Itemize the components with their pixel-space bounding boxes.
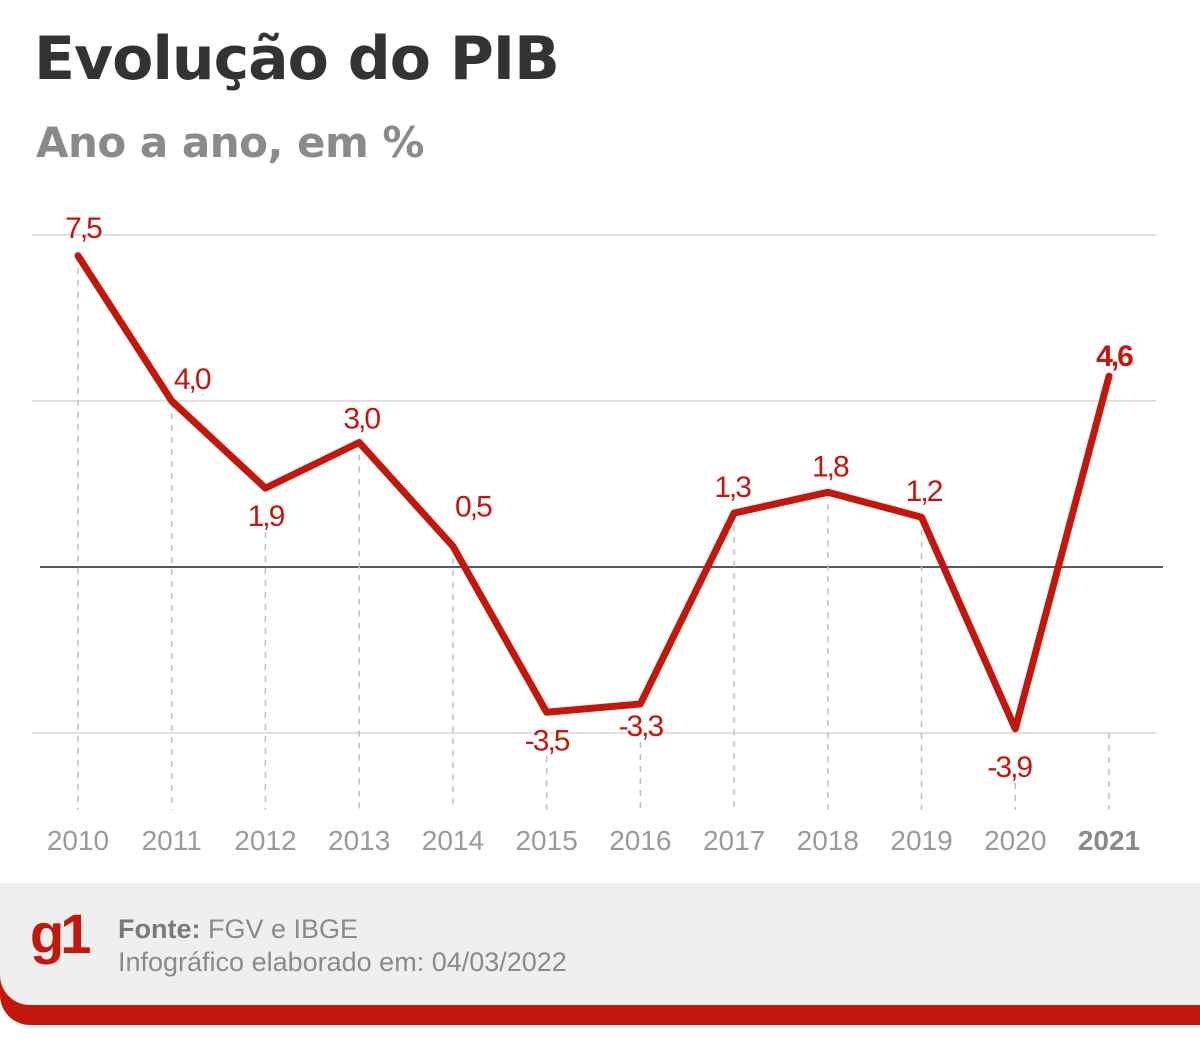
- x-tick-label: 2017: [703, 825, 765, 856]
- source-value: FGV e IBGE: [208, 914, 359, 944]
- x-tick-label: 2010: [47, 825, 109, 856]
- data-label: 3,0: [343, 403, 380, 436]
- data-label: 1,3: [714, 471, 751, 504]
- x-tick-label: 2014: [422, 825, 484, 856]
- x-tick-label: 2019: [890, 825, 952, 856]
- chart-title: Evolução do PIB: [34, 24, 560, 94]
- data-label: 1,8: [812, 450, 849, 483]
- series-line: [74, 252, 1113, 733]
- data-label: 4,0: [174, 363, 211, 396]
- data-label: -3,5: [525, 724, 570, 757]
- g1-logo: g1: [30, 902, 91, 965]
- chart-subtitle: Ano a ano, em %: [36, 118, 424, 167]
- data-label: -3,9: [987, 751, 1032, 784]
- data-label: 1,9: [248, 500, 285, 533]
- line-chart: 7,5 2010 4,0 2011 1,9 2012 3,0 2013 0,5 2014 -3,5 2…: [32, 212, 1163, 856]
- source-label: Fonte:: [118, 914, 201, 944]
- footer: g1 Fonte: FGV e IBGE Infográfico elabora…: [0, 883, 1200, 1025]
- x-tick-label: 2021: [1078, 825, 1140, 856]
- footer-panel: g1 Fonte: FGV e IBGE Infográfico elabora…: [0, 883, 1200, 1005]
- source-info: Fonte: FGV e IBGE Infográfico elaborado …: [118, 913, 567, 979]
- data-label: -3,3: [619, 710, 664, 743]
- x-tick-label: 2013: [328, 825, 390, 856]
- data-label: 7,5: [65, 212, 102, 245]
- data-label: 0,5: [455, 490, 492, 523]
- x-tick-label: 2011: [142, 825, 202, 856]
- x-tick-label: 2018: [797, 825, 859, 856]
- x-tick-label: 2020: [984, 825, 1046, 856]
- x-tick-label: 2016: [609, 825, 671, 856]
- x-tick-label: 2012: [234, 825, 296, 856]
- data-label: 4,6: [1096, 340, 1133, 373]
- data-label: 1,2: [906, 475, 943, 508]
- x-tick-label: 2015: [515, 825, 577, 856]
- date-line: Infográfico elaborado em: 04/03/2022: [118, 947, 567, 977]
